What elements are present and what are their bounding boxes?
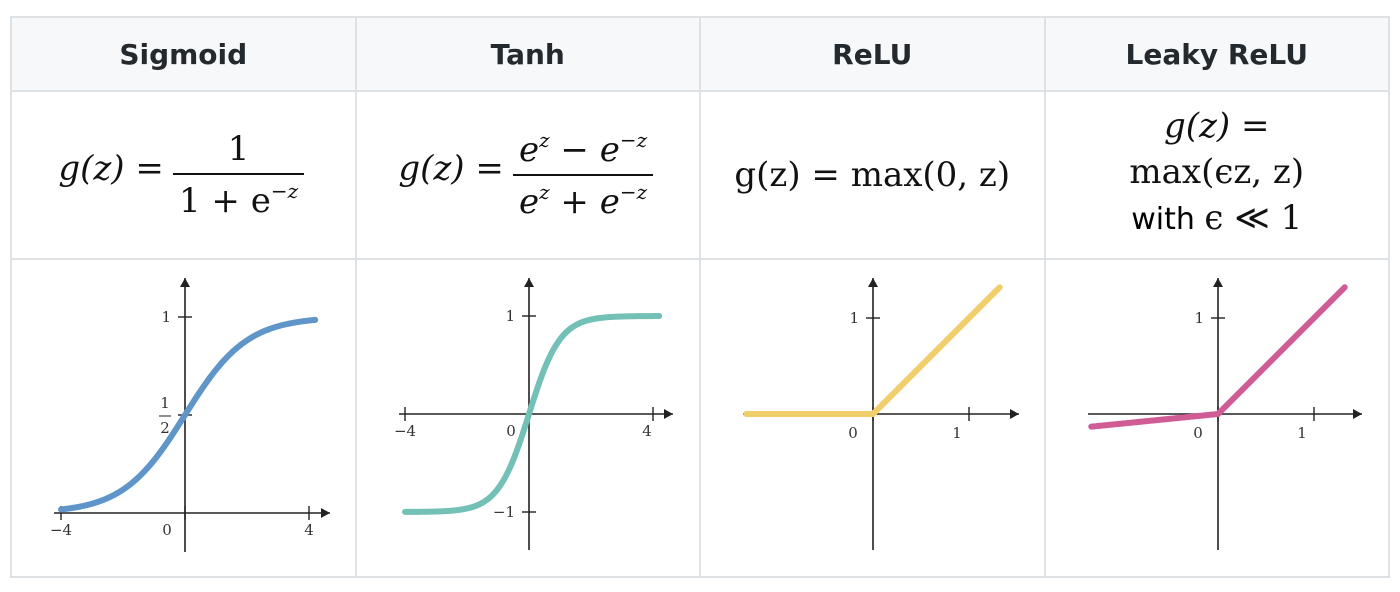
tanh-num-b-exp: −z (619, 128, 648, 152)
plot-cell-sigmoid: −4 0 4 1 1 2 (10, 258, 357, 578)
tanh-denominator: ez + e−z (512, 174, 654, 222)
activation-functions-table: Sigmoid Tanh ReLU Leaky ReLU g(z) = 1 1 … (10, 16, 1390, 578)
relu-plot: 0 1 1 (743, 278, 1019, 550)
leaky-relu-plot: 0 1 1 (1087, 278, 1362, 550)
formula-leaky-relu: g(z) = max(ϵz, z) with ϵ ≪ 1 (1043, 90, 1390, 260)
leaky-relu-curve (1087, 284, 1348, 430)
x-tick-1-label: 1 (952, 424, 962, 442)
relu-formula: g(z) = max(0, z) (734, 155, 1011, 195)
header-row: Sigmoid Tanh ReLU Leaky ReLU (10, 16, 1390, 92)
formula-relu: g(z) = max(0, z) (699, 90, 1046, 260)
sigmoid-den-base: 1 + e (178, 181, 271, 221)
tanh-curve (401, 313, 662, 515)
tanh-num-a: e (518, 130, 540, 170)
sigmoid-denominator: 1 + e−z (172, 173, 305, 221)
leaky-line3-cond: ϵ ≪ 1 (1204, 198, 1303, 238)
formula-sigmoid: g(z) = 1 1 + e−z (10, 90, 357, 260)
x-tick-4-label: 4 (642, 422, 652, 440)
leaky-line3-with: with (1131, 202, 1205, 237)
sigmoid-den-exponent: −z (270, 179, 299, 203)
header-relu: ReLU (699, 16, 1046, 92)
leaky-line1: g(z) = (1163, 106, 1270, 146)
y-tick-1-label: 1 (505, 307, 515, 325)
x-tick-1-label: 1 (1297, 424, 1307, 442)
tanh-den-a-exp: z (539, 180, 550, 204)
x-axis-arrow-icon (663, 409, 673, 419)
x-tick-neg4-label: −4 (50, 521, 72, 539)
plot-row: −4 0 4 1 1 2 −4 0 4 1 −1 0 1 1 0 1 1 (10, 258, 1390, 578)
y-tick-1-label: 1 (161, 308, 171, 326)
y-tick-1-label: 1 (849, 309, 859, 327)
sigmoid-lhs: g(z) = (58, 148, 164, 189)
y-tick-half-den: 2 (160, 419, 170, 437)
x-tick-4-label: 4 (304, 521, 314, 539)
tanh-den-b: + e (549, 182, 620, 222)
sigmoid-fraction: 1 1 + e−z (172, 129, 305, 221)
x-tick-neg4-label: −4 (393, 422, 415, 440)
tanh-plot: −4 0 4 1 −1 (393, 278, 673, 550)
tanh-fraction: ez − e−z ez + e−z (512, 128, 654, 222)
leaky-formula-stack: g(z) = max(ϵz, z) with ϵ ≪ 1 (1046, 103, 1389, 247)
plot-cell-relu: 0 1 1 (699, 258, 1046, 578)
leaky-line3: with ϵ ≪ 1 (1046, 195, 1389, 247)
relu-curve (743, 284, 1003, 417)
tanh-den-a: e (518, 182, 540, 222)
tanh-num-b: − e (549, 130, 620, 170)
tanh-den-b-exp: −z (619, 180, 648, 204)
sigmoid-curve (58, 316, 319, 513)
header-tanh: Tanh (354, 16, 701, 92)
tanh-lhs: g(z) = (398, 148, 504, 189)
x-axis-arrow-icon (1010, 409, 1019, 419)
x-tick-0-label: 0 (848, 424, 858, 442)
formula-row: g(z) = 1 1 + e−z g(z) = ez − e−z ez + e−… (10, 90, 1390, 260)
sigmoid-numerator: 1 (227, 129, 250, 169)
tanh-numerator: ez − e−z (513, 128, 653, 174)
header-leaky-relu: Leaky ReLU (1043, 16, 1390, 92)
plot-cell-tanh: −4 0 4 1 −1 (354, 258, 701, 578)
leaky-line2: max(ϵz, z) (1129, 152, 1305, 192)
plot-cell-leaky-relu: 0 1 1 (1043, 258, 1390, 578)
y-tick-half-num: 1 (160, 394, 170, 412)
y-axis-arrow-icon (868, 278, 878, 287)
x-tick-0-label: 0 (1193, 424, 1203, 442)
x-axis-arrow-icon (1352, 409, 1362, 419)
x-axis-arrow-icon (321, 508, 330, 518)
header-sigmoid: Sigmoid (10, 16, 357, 92)
y-tick-1-label: 1 (1194, 309, 1204, 327)
y-axis-arrow-icon (180, 278, 190, 287)
tanh-num-a-exp: z (539, 128, 550, 152)
x-tick-0-label: 0 (506, 422, 516, 440)
formula-tanh: g(z) = ez − e−z ez + e−z (354, 90, 701, 260)
y-axis-arrow-icon (523, 278, 534, 287)
sigmoid-plot: −4 0 4 1 1 2 (50, 278, 330, 552)
y-axis-arrow-icon (1212, 278, 1223, 287)
y-tick-neg1-label: −1 (492, 503, 514, 521)
x-tick-0-label: 0 (162, 521, 172, 539)
